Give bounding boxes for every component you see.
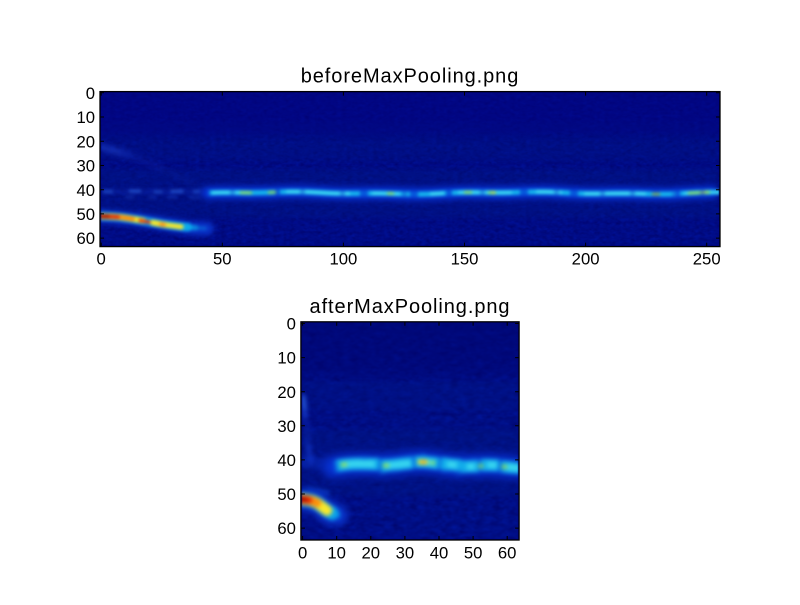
svg-text:50: 50 bbox=[76, 205, 95, 224]
svg-text:0: 0 bbox=[97, 249, 106, 268]
svg-text:beforeMaxPooling.png: beforeMaxPooling.png bbox=[301, 66, 520, 88]
svg-text:30: 30 bbox=[396, 544, 415, 563]
svg-text:250: 250 bbox=[693, 249, 721, 268]
svg-text:30: 30 bbox=[76, 157, 95, 176]
svg-text:20: 20 bbox=[76, 132, 95, 151]
svg-text:100: 100 bbox=[329, 249, 357, 268]
svg-text:20: 20 bbox=[277, 383, 296, 402]
svg-text:0: 0 bbox=[287, 315, 296, 334]
svg-text:20: 20 bbox=[362, 544, 381, 563]
svg-text:30: 30 bbox=[277, 417, 296, 436]
svg-text:afterMaxPooling.png: afterMaxPooling.png bbox=[310, 296, 511, 318]
svg-text:60: 60 bbox=[498, 544, 517, 563]
svg-text:40: 40 bbox=[76, 181, 95, 200]
svg-text:40: 40 bbox=[430, 544, 449, 563]
svg-text:50: 50 bbox=[464, 544, 483, 563]
svg-text:0: 0 bbox=[298, 544, 307, 563]
svg-text:200: 200 bbox=[572, 249, 600, 268]
svg-text:10: 10 bbox=[327, 544, 346, 563]
svg-text:10: 10 bbox=[76, 108, 95, 127]
svg-text:10: 10 bbox=[277, 349, 296, 368]
svg-text:40: 40 bbox=[277, 451, 296, 470]
svg-text:50: 50 bbox=[277, 485, 296, 504]
svg-text:60: 60 bbox=[277, 519, 296, 538]
svg-text:0: 0 bbox=[86, 84, 95, 103]
svg-text:60: 60 bbox=[76, 229, 95, 248]
svg-text:150: 150 bbox=[451, 249, 479, 268]
svg-text:50: 50 bbox=[213, 249, 232, 268]
